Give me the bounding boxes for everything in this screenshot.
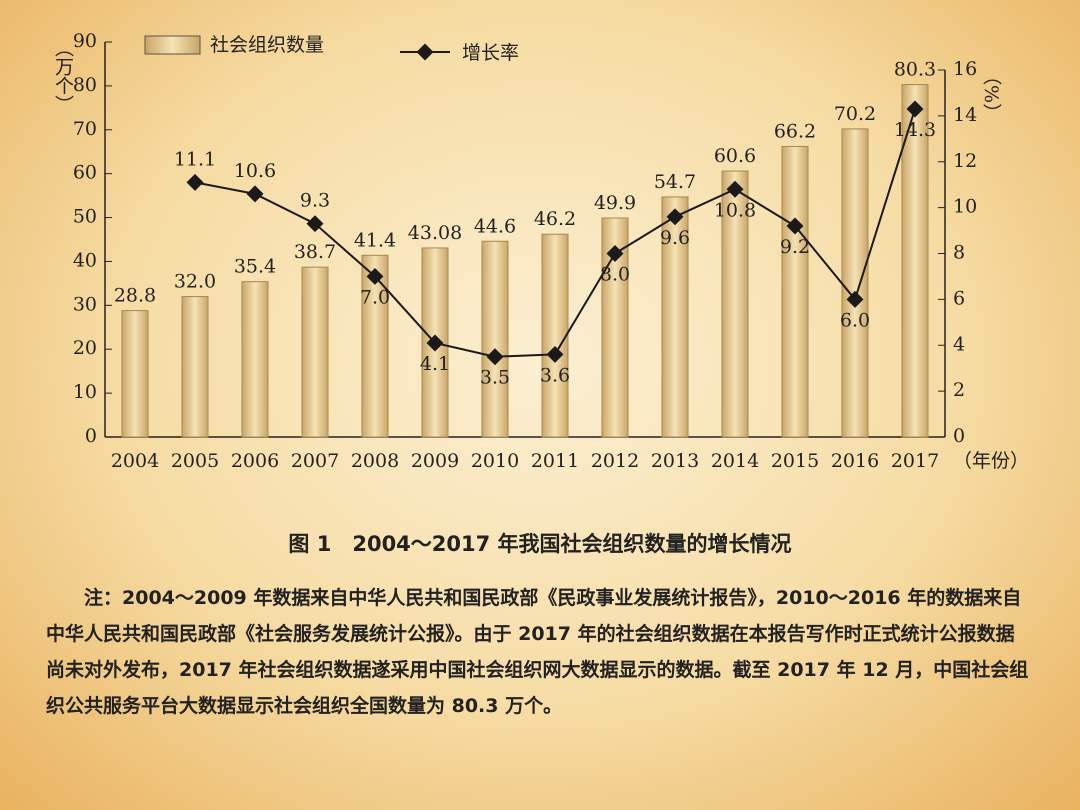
line-marker: [606, 245, 624, 262]
x-tick-label: 2015: [771, 450, 819, 472]
bar-value-label: 66.2: [774, 120, 816, 142]
line-marker: [546, 345, 564, 363]
bar-value-label: 49.9: [594, 192, 636, 214]
y-axis-label: （万个）: [52, 38, 74, 114]
y-tick-label: 20: [73, 337, 97, 359]
x-tick-label: 2006: [231, 450, 279, 472]
chart: 0 10 20 30 40 50 60 70 80 90 0 2 4 6 8 10 12 14 16 （万个） （%） （…: [52, 30, 1029, 472]
bar-value-label: 28.8: [114, 285, 156, 307]
line-value-label: 3.5: [480, 367, 510, 389]
y-tick-label: 60: [73, 162, 97, 184]
bar-value-label: 60.6: [714, 145, 756, 167]
line-value-label: 10.6: [234, 160, 276, 182]
bar: [781, 145, 809, 438]
x-tick-label: 2014: [711, 450, 759, 472]
x-tick-label: 2010: [471, 450, 519, 472]
bar-value-label: 38.7: [294, 241, 336, 263]
line-marker: [306, 215, 324, 233]
line-value-label: 9.2: [780, 236, 810, 258]
line-value-label: 9.6: [660, 227, 690, 249]
x-tick-label: 2007: [291, 450, 339, 472]
bar-value-label: 32.0: [174, 271, 216, 293]
line-marker: [246, 185, 264, 203]
bar-value-label: 43.08: [408, 222, 462, 244]
note: 注：2004～2009 年数据来自中华人民共和国民政部《民政事业发展统计报告》，…: [46, 587, 1029, 717]
bar-value-label: 46.2: [534, 208, 576, 230]
y2-tick-label: 6: [953, 287, 965, 309]
bar-value-label: 70.2: [834, 103, 876, 125]
bar-value-label: 41.4: [354, 229, 396, 251]
line-marker: [426, 334, 444, 352]
x-tick-label: 2013: [651, 450, 699, 472]
x-tick-label: 2011: [531, 450, 579, 472]
y-tick-label: 10: [73, 381, 97, 403]
x-tick-label: 2009: [411, 450, 459, 472]
y2-tick-label: 16: [953, 58, 977, 80]
caption: 图 1 2004～2017 年我国社会组织数量的增长情况: [288, 532, 792, 556]
y2-tick-label: 12: [953, 150, 977, 172]
y2-tick-label: 4: [953, 333, 965, 355]
y2-tick-label: 2: [953, 379, 965, 401]
y-tick-label: 0: [85, 425, 97, 447]
bar: [661, 196, 689, 438]
y2-tick-label: 0: [953, 425, 965, 447]
x-tick-label: 2008: [351, 450, 399, 472]
y-tick-label: 90: [73, 30, 97, 52]
line-marker: [186, 173, 204, 191]
x-tick-label: 2005: [171, 450, 219, 472]
line-marker: [906, 100, 924, 118]
line-value-label: 11.1: [174, 148, 216, 170]
y2-tick-label: 10: [953, 196, 977, 218]
bar: [541, 233, 569, 438]
x-tick-label: 2004: [111, 450, 159, 472]
y-tick-label: 80: [73, 74, 97, 96]
x-tick-label: 2016: [831, 450, 879, 472]
bar-value-label: 35.4: [234, 256, 276, 278]
line-value-label: 7.0: [360, 286, 390, 308]
bar: [241, 281, 269, 438]
line-marker: [486, 348, 504, 366]
legend-swatch: [144, 35, 201, 55]
line-value-label: 3.6: [540, 364, 570, 386]
line-value-label: 6.0: [840, 309, 870, 331]
x-tick-label: 2017: [891, 450, 939, 472]
y-tick-label: 40: [73, 249, 97, 271]
bar-value-label: 44.6: [474, 215, 516, 237]
bar: [121, 310, 149, 438]
bar: [301, 266, 329, 438]
bar: [181, 296, 209, 438]
line-value-label: 14.3: [894, 119, 936, 141]
line-marker: [366, 267, 384, 285]
x-axis-label: （年份）: [953, 450, 1029, 472]
bar-value-label: 54.7: [654, 171, 696, 193]
line-value-label: 8.0: [600, 264, 630, 286]
x-tick-label: 2012: [591, 450, 639, 472]
bar-value-label: 80.3: [894, 59, 936, 81]
line-marker: [726, 180, 744, 198]
line-marker: [846, 290, 864, 308]
bar: [481, 240, 509, 438]
bar: [721, 170, 749, 438]
legend-label: 增长率: [462, 42, 519, 64]
y-tick-label: 50: [73, 206, 97, 228]
legend-marker: [416, 43, 434, 61]
y2-tick-label: 8: [953, 242, 965, 264]
y-tick-label: 70: [73, 118, 97, 140]
line-marker: [786, 217, 804, 235]
line-value-label: 10.8: [714, 199, 756, 221]
y-tick-label: 30: [73, 293, 97, 315]
bar: [841, 128, 869, 438]
line-value-label: 4.1: [420, 353, 450, 375]
line-marker: [666, 208, 684, 226]
y2-tick-label: 14: [953, 104, 977, 126]
y2-axis-label: （%）: [980, 66, 1002, 122]
legend-label: 社会组织数量: [210, 34, 324, 56]
line-value-label: 9.3: [300, 190, 330, 212]
bar: [901, 84, 929, 438]
